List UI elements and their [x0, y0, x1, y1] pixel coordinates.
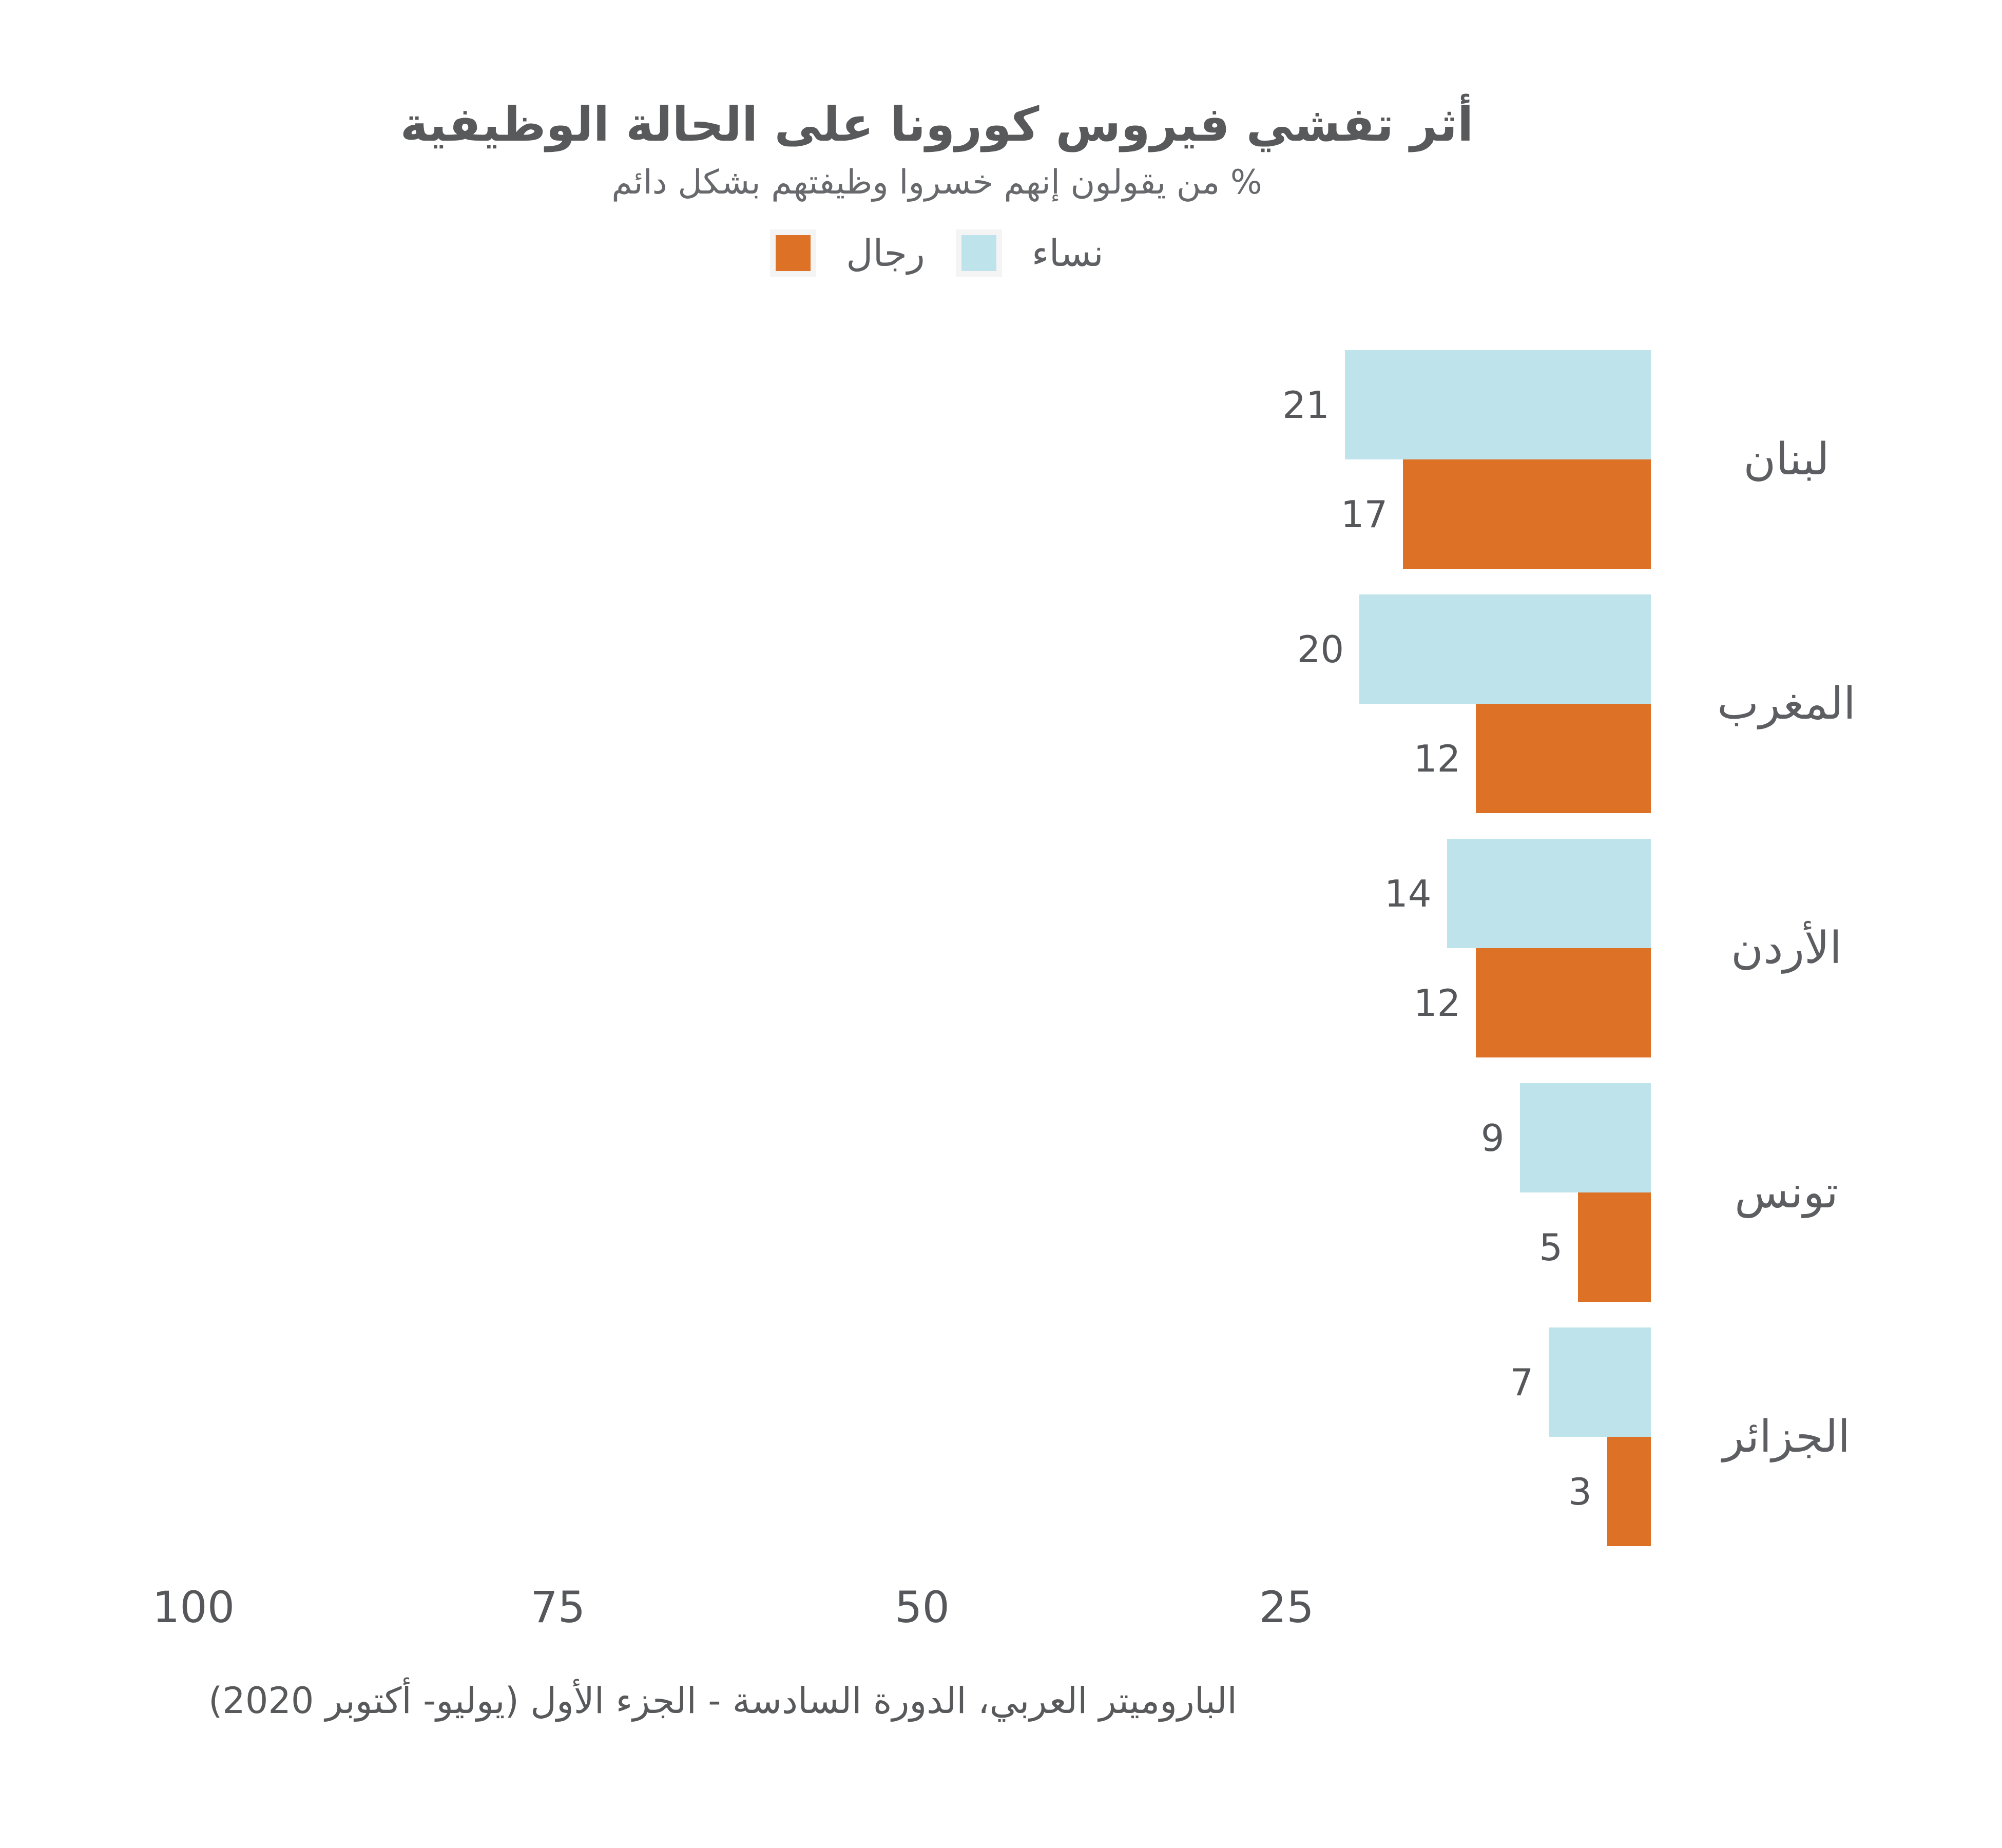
legend-label-men: رجال	[846, 231, 925, 275]
country-label: الجزائر	[1722, 1411, 1851, 1462]
x-axis-tick: 25	[1259, 1582, 1314, 1632]
bar-men	[1476, 704, 1651, 813]
value-label-women: 7	[1510, 1360, 1534, 1404]
x-axis-tick: 100	[152, 1582, 235, 1632]
legend-item-women: نساء	[955, 229, 1104, 277]
bar-women	[1344, 350, 1651, 459]
value-label-women: 20	[1297, 627, 1344, 671]
x-axis: 100 75 50 25	[0, 1582, 2002, 1639]
value-label-men: 17	[1340, 492, 1388, 536]
value-label-men: 3	[1568, 1470, 1592, 1513]
legend-swatch-men	[770, 229, 817, 277]
country-label: المغرب	[1717, 678, 1856, 729]
bar-group: 9 5 تونس	[194, 1083, 1838, 1302]
bar-men	[1403, 459, 1651, 569]
chart-title: أثر تفشي فيروس كورونا على الحالة الوظيفي…	[400, 97, 1474, 152]
country-label: لبنان	[1743, 434, 1830, 485]
value-label-men: 5	[1539, 1225, 1563, 1269]
source-note: الباروميتر العربي، الدورة السادسة - الجز…	[208, 1680, 1237, 1722]
chart-header: أثر تفشي فيروس كورونا على الحالة الوظيفي…	[0, 95, 1874, 277]
legend: رجال نساء	[0, 229, 1874, 277]
country-label: الأردن	[1731, 922, 1842, 974]
bar-men	[1476, 948, 1651, 1057]
value-label-men: 12	[1413, 737, 1461, 780]
bar-group: 7 3 الجزائر	[194, 1327, 1850, 1546]
legend-label-women: نساء	[1031, 231, 1104, 275]
value-label-women: 21	[1282, 383, 1330, 427]
x-axis-tick: 50	[895, 1582, 950, 1632]
value-label-women: 14	[1384, 872, 1432, 915]
bar-men	[1607, 1437, 1651, 1546]
bar-women	[1447, 839, 1651, 948]
chart-subtitle: % من يقولون إنهم خسروا وظيفتهم بشكل دائم	[611, 163, 1262, 202]
country-label: تونس	[1735, 1167, 1838, 1218]
bar-group: 14 12 الأردن	[194, 839, 1842, 1057]
bar-group: 21 17 لبنان	[194, 350, 1830, 569]
bar-women	[1549, 1327, 1651, 1437]
legend-item-men: رجال	[770, 229, 925, 277]
bar-women	[1519, 1083, 1651, 1192]
x-axis-tick: 75	[530, 1582, 586, 1632]
legend-swatch-women	[955, 229, 1002, 277]
bar-women	[1359, 594, 1651, 704]
plot-area: 21 17 لبنان 20 12 المغرب 14 12 الأردن 9 5 تونس 7 3 الج…	[194, 350, 1856, 1572]
bar-men	[1578, 1192, 1651, 1302]
bar-group: 20 12 المغرب	[194, 594, 1856, 813]
value-label-women: 9	[1480, 1116, 1505, 1160]
value-label-men: 12	[1413, 981, 1461, 1025]
